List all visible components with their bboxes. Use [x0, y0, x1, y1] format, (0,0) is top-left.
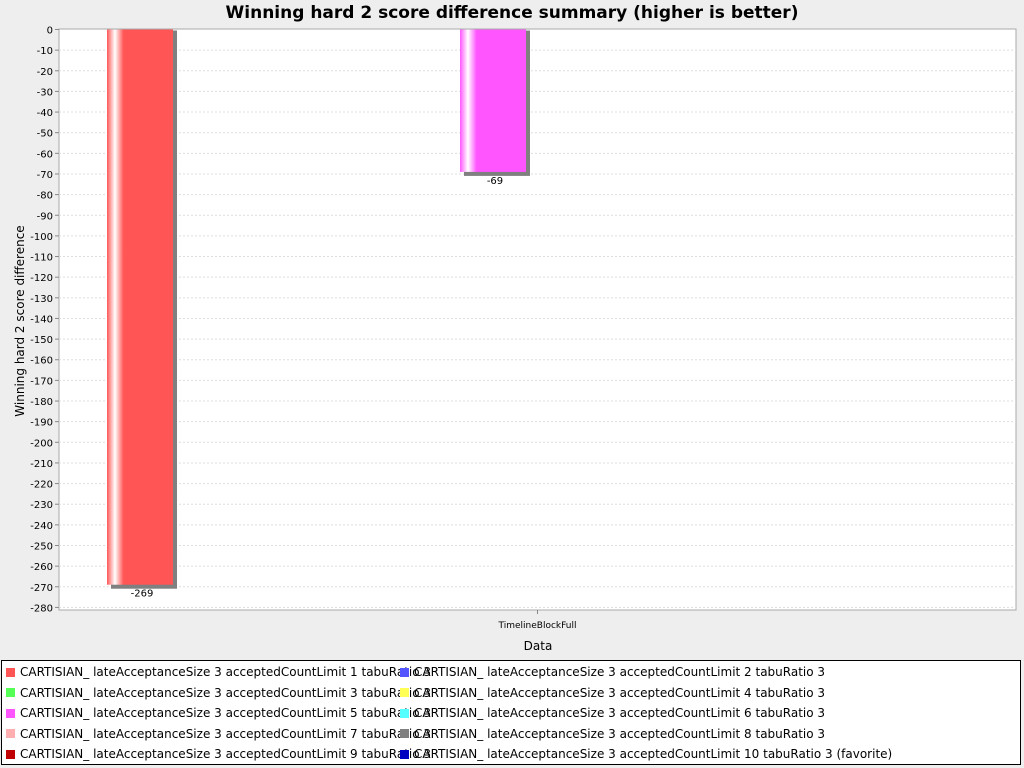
y-tick-label: -110 — [30, 253, 53, 264]
legend-item: CARTISIAN_ lateAcceptanceSize 3 accepted… — [6, 745, 431, 763]
legend-item: CARTISIAN_ lateAcceptanceSize 3 accepted… — [400, 704, 825, 722]
y-tick-label: -60 — [37, 149, 53, 160]
legend-label: CARTISIAN_ lateAcceptanceSize 3 accepted… — [20, 665, 432, 679]
bar-chart: 0 -10 -20 -30 -40 -50 -60 -70 -80 -90 -100 -110 -120… — [30, 26, 1017, 631]
legend-label: CARTISIAN_ lateAcceptanceSize 3 accepted… — [414, 747, 893, 762]
legend-label: CARTISIAN_ lateAcceptanceSize 3 accepted… — [20, 726, 432, 741]
legend-item: CARTISIAN_ lateAcceptanceSize 3 accepted… — [400, 725, 825, 743]
x-axis-label: Data — [523, 639, 553, 653]
legend-item: CARTISIAN_ lateAcceptanceSize 3 accepted… — [400, 745, 892, 763]
legend-item: CARTISIAN_ lateAcceptanceSize 3 accepted… — [6, 704, 431, 722]
data-label: -69 — [487, 176, 503, 187]
legend-label: CARTISIAN_ lateAcceptanceSize 3 accepted… — [20, 706, 432, 721]
y-tick-label: -70 — [37, 170, 53, 181]
legend-swatch — [6, 688, 15, 698]
y-tick-label: -250 — [30, 542, 53, 553]
y-tick-label: -170 — [30, 376, 53, 387]
y-tick-label: -130 — [30, 294, 53, 305]
y-tick-label: -30 — [37, 87, 53, 98]
chart-title: Winning hard 2 score difference summary … — [225, 3, 799, 23]
legend-swatch — [400, 688, 409, 698]
y-tick-label: -230 — [30, 500, 53, 511]
legend-swatch — [400, 667, 409, 677]
legend-label: CARTISIAN_ lateAcceptanceSize 3 accepted… — [20, 747, 432, 762]
y-tick-label: -50 — [37, 129, 53, 140]
y-tick-label: -150 — [30, 335, 53, 346]
legend-swatch — [400, 729, 409, 739]
y-tick-label: 0 — [47, 26, 53, 37]
y-tick-label: -80 — [37, 191, 53, 202]
y-tick-label: -270 — [30, 583, 53, 594]
legend-item: CARTISIAN_ lateAcceptanceSize 3 accepted… — [400, 684, 825, 702]
y-tick-label: -120 — [30, 273, 53, 284]
chart-legend: CARTISIAN_ lateAcceptanceSize 3 accepted… — [1, 660, 1021, 765]
legend-label: CARTISIAN_ lateAcceptanceSize 3 accepted… — [414, 665, 826, 679]
legend-item: CARTISIAN_ lateAcceptanceSize 3 accepted… — [6, 684, 431, 702]
y-tick-label: -160 — [30, 356, 53, 367]
legend-swatch — [6, 729, 15, 739]
x-tick-label: TimelineBlockFull — [498, 621, 577, 631]
y-tick-label: -90 — [37, 211, 53, 222]
y-tick-label: -100 — [30, 232, 53, 243]
plot-area — [58, 28, 1017, 611]
y-tick-label: -190 — [30, 418, 53, 429]
bar — [460, 29, 526, 172]
legend-label: CARTISIAN_ lateAcceptanceSize 3 accepted… — [414, 726, 826, 741]
y-tick-label: -280 — [30, 603, 53, 614]
y-tick-label: -240 — [30, 521, 53, 532]
y-tick-label: -180 — [30, 397, 53, 408]
y-tick-label: -10 — [37, 46, 53, 57]
y-tick-label: -260 — [30, 562, 53, 573]
legend-label: CARTISIAN_ lateAcceptanceSize 3 accepted… — [20, 685, 432, 700]
legend-swatch — [6, 667, 15, 677]
y-tick-label: -210 — [30, 459, 53, 470]
data-label: -269 — [131, 589, 154, 600]
legend-item: CARTISIAN_ lateAcceptanceSize 3 accepted… — [6, 725, 431, 743]
bar — [107, 29, 173, 585]
y-tick-label: -200 — [30, 438, 53, 449]
legend-label: CARTISIAN_ lateAcceptanceSize 3 accepted… — [414, 706, 826, 721]
legend-item: CARTISIAN_ lateAcceptanceSize 3 accepted… — [400, 663, 825, 681]
y-tick-label: -220 — [30, 480, 53, 491]
legend-swatch — [6, 708, 15, 718]
y-tick-label: -140 — [30, 314, 53, 325]
legend-label: CARTISIAN_ lateAcceptanceSize 3 accepted… — [414, 685, 826, 700]
legend-item: CARTISIAN_ lateAcceptanceSize 3 accepted… — [6, 663, 431, 681]
legend-swatch — [6, 749, 15, 759]
legend-swatch — [400, 749, 409, 759]
y-tick-label: -20 — [37, 67, 53, 78]
y-tick-label: -40 — [37, 108, 53, 119]
legend-swatch — [400, 708, 409, 718]
